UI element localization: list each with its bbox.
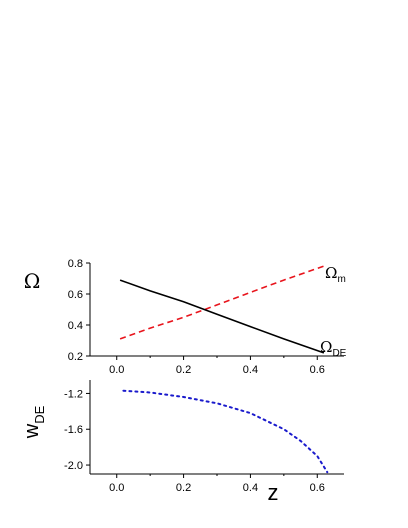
annotation-omega-m-sub: m xyxy=(337,274,345,285)
series-line-m xyxy=(119,265,325,340)
x-tick-label: 0.0 xyxy=(109,482,124,494)
x-tick-label: 0.4 xyxy=(243,364,258,376)
y-tick-label: 0.8 xyxy=(68,258,83,270)
x-tick-label: 0.0 xyxy=(109,364,124,376)
y-tick-label: -1.6 xyxy=(64,424,83,436)
x-tick-label: 0.4 xyxy=(243,482,258,494)
annotation-omega-de-sub: DE xyxy=(332,348,346,359)
series-line-s0 xyxy=(122,389,329,474)
y-tick-label: 0.6 xyxy=(68,289,83,301)
x-tick-label: 0.6 xyxy=(310,482,325,494)
panel-wde: 0.0 0.2 0.4 0.6 -1.2 -1.6 -2.0 xyxy=(64,380,344,494)
x-tick-label: 0.6 xyxy=(310,364,325,376)
x-axis-label: z xyxy=(268,480,279,505)
panel-omega: 0.0 0.2 0.4 0.6 0.2 0.4 0.6 0.8 xyxy=(68,258,344,376)
y-axis-label: wDE xyxy=(21,405,47,439)
y-tick-label: -1.2 xyxy=(64,388,83,400)
annotation-omega-de: ΩDE xyxy=(320,338,347,359)
y-axis-label: Ω xyxy=(24,269,41,293)
y-tick-label: -2.0 xyxy=(64,460,83,472)
y-tick-label: 0.2 xyxy=(68,351,83,363)
annotation-omega-m: Ωm xyxy=(325,264,346,285)
series-line-DE xyxy=(119,279,325,354)
x-tick-label: 0.2 xyxy=(176,364,191,376)
x-tick-label: 0.2 xyxy=(176,482,191,494)
y-tick-label: 0.4 xyxy=(68,320,83,332)
y-axis-label-sub: DE xyxy=(32,405,47,423)
